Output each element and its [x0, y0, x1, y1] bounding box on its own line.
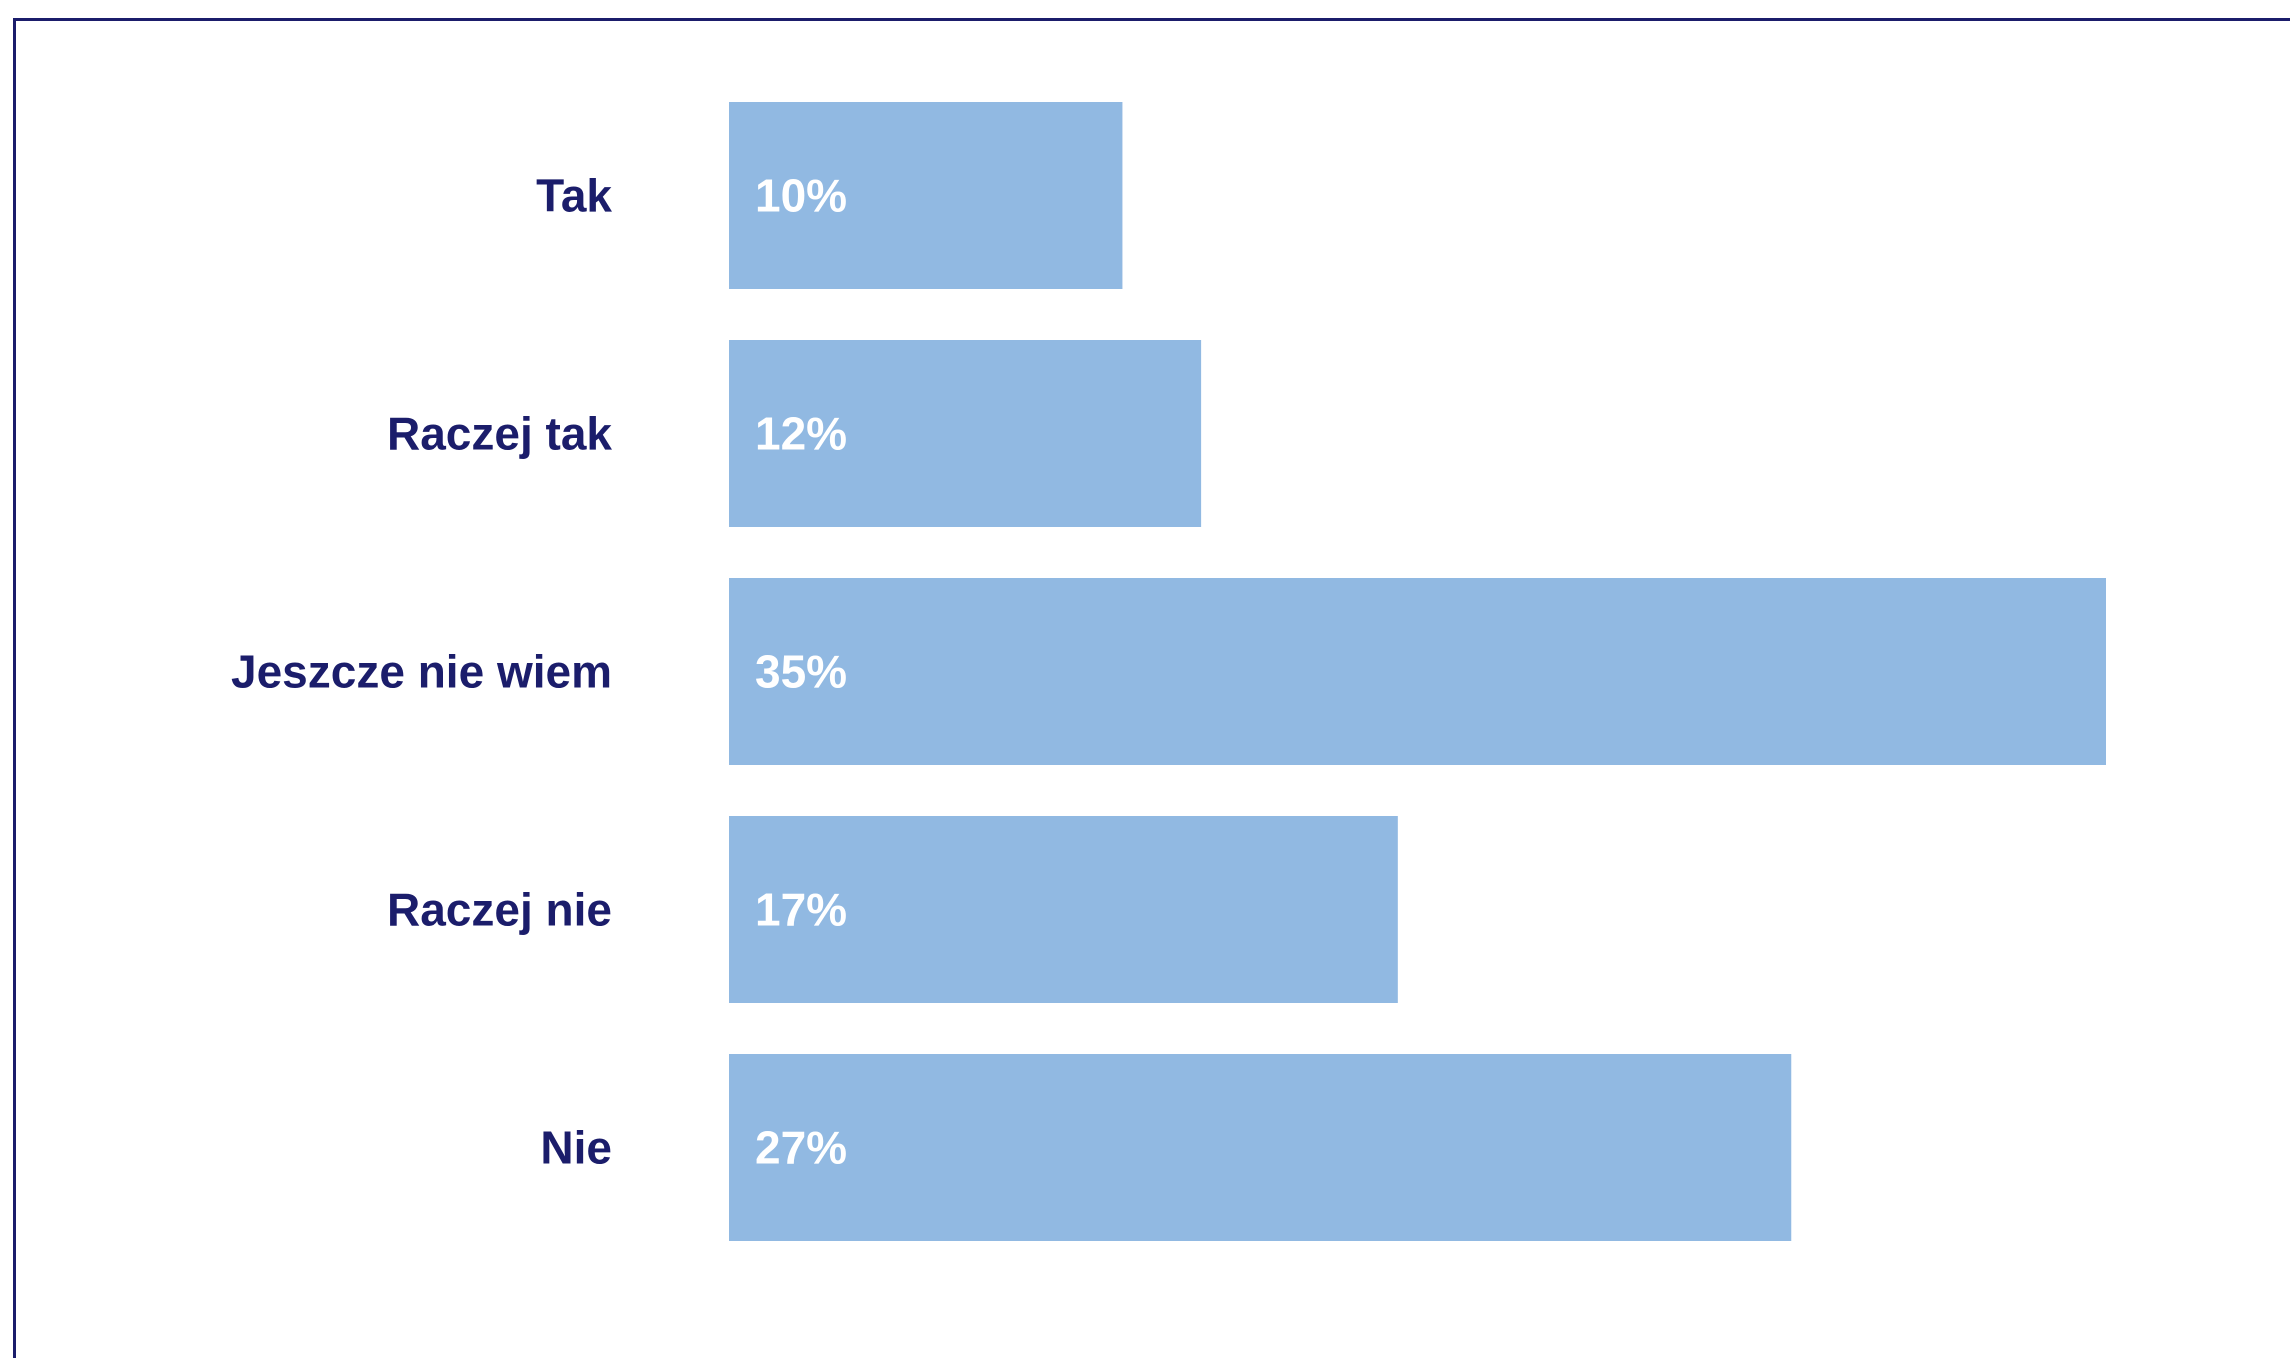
category-label: Tak: [536, 170, 612, 222]
bar: [729, 340, 1202, 527]
value-label: 35%: [755, 646, 847, 698]
bar-group: Raczej tak 12%: [387, 340, 1202, 527]
bar-group: Nie 27%: [540, 1054, 1792, 1241]
bar-group: Jeszcze nie wiem 35%: [231, 578, 2106, 765]
category-label: Nie: [540, 1122, 612, 1174]
category-label: Jeszcze nie wiem: [231, 646, 612, 698]
value-label: 17%: [755, 884, 847, 936]
bar: [729, 816, 1398, 1003]
bar: [729, 102, 1123, 289]
category-label: Raczej nie: [387, 884, 612, 936]
value-label: 12%: [755, 408, 847, 460]
value-label: 10%: [755, 170, 847, 222]
bar: [729, 578, 2106, 765]
bars-layer: Tak 10% Raczej tak 12% Jeszcze nie wiem 35% Ra…: [231, 102, 2106, 1241]
bar-group: Tak 10%: [536, 102, 1123, 289]
chart-frame: [13, 18, 2290, 1358]
bar-group: Raczej nie 17%: [387, 816, 1398, 1003]
value-label: 27%: [755, 1122, 847, 1174]
category-label: Raczej tak: [387, 408, 612, 460]
bar: [729, 1054, 1792, 1241]
